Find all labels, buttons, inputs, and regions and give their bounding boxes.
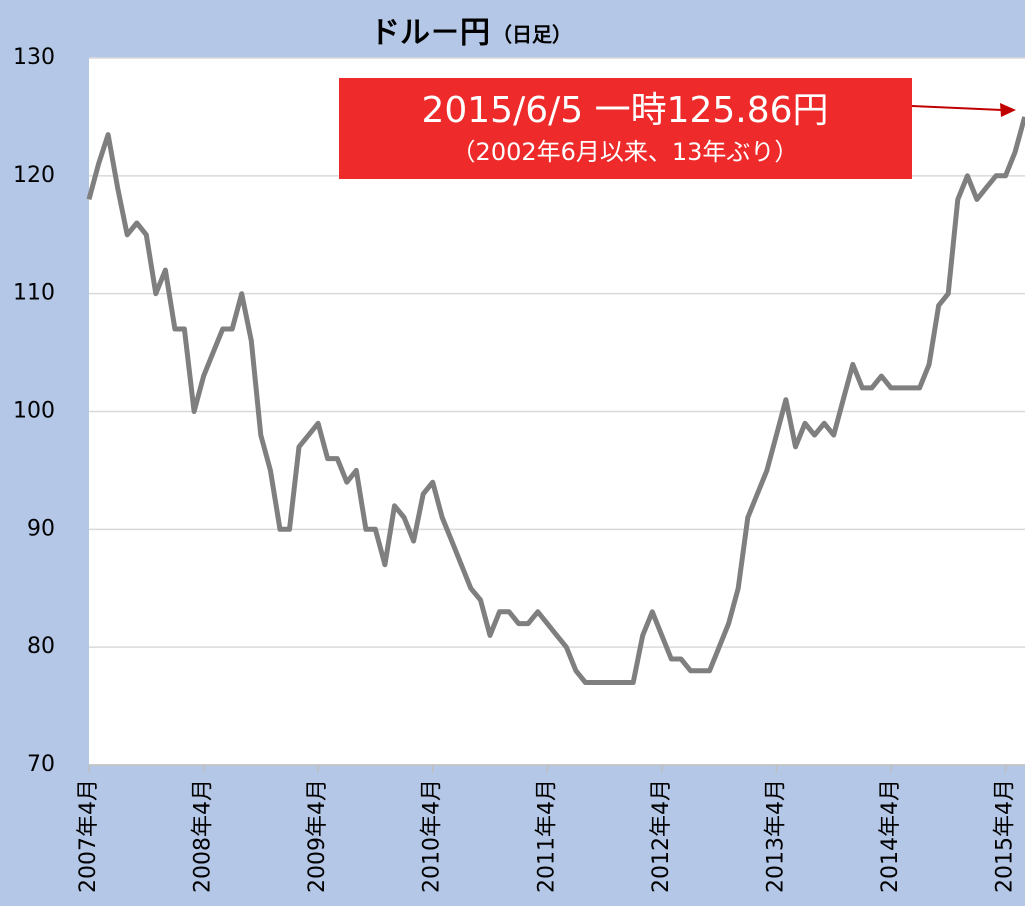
x-tick-label: 2015年4月	[993, 779, 1018, 893]
x-tick-label: 2007年4月	[76, 779, 101, 893]
y-tick-label: 120	[13, 163, 55, 188]
chart-subtitle: （日足）	[492, 23, 572, 47]
x-tick-label: 2012年4月	[649, 779, 674, 893]
x-tick-label: 2008年4月	[191, 779, 216, 893]
y-tick-label: 110	[13, 281, 55, 306]
x-tick-label: 2010年4月	[420, 779, 445, 893]
y-tick-label: 70	[27, 752, 55, 777]
x-tick-label: 2009年4月	[305, 779, 330, 893]
x-tick-label: 2011年4月	[534, 779, 559, 893]
annotation-main: 2015/6/5 一時125.86円	[421, 90, 828, 131]
chart: ドル－円 （日足） 70 80 90 100 110 120 130 2007年4月 2008年…	[0, 0, 1025, 906]
y-tick-label: 100	[13, 399, 55, 424]
y-tick-label: 80	[27, 634, 55, 659]
x-tick-label: 2014年4月	[878, 779, 903, 893]
annotation-sub: （2002年6月以来、13年ぶり）	[452, 138, 799, 166]
chart-title: ドル－円	[370, 16, 490, 51]
y-tick-label: 130	[13, 45, 55, 70]
y-tick-label: 90	[27, 516, 55, 541]
x-tick-label: 2013年4月	[763, 779, 788, 893]
